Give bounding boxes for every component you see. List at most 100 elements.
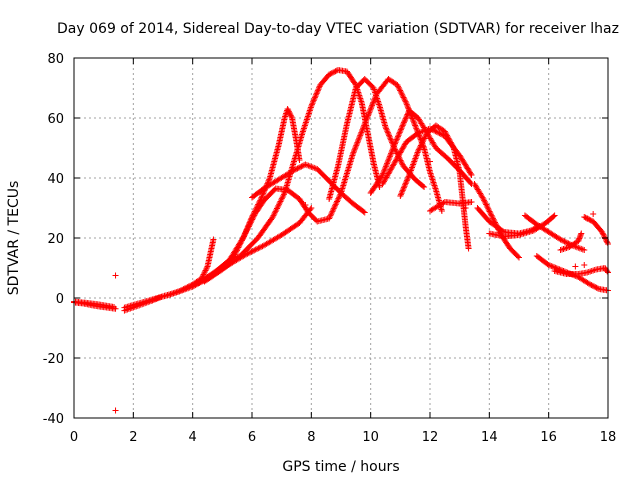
data-point <box>397 87 404 94</box>
data-point <box>329 69 336 76</box>
data-point <box>551 212 558 219</box>
data-point <box>401 183 408 190</box>
data-point <box>326 215 333 222</box>
data-point <box>182 286 189 293</box>
data-point <box>418 141 425 148</box>
data-point <box>399 122 406 129</box>
data-point <box>150 296 157 303</box>
data-point <box>296 157 303 163</box>
data-point <box>544 261 551 268</box>
data-point <box>311 164 318 171</box>
data-point <box>311 96 318 102</box>
data-point <box>397 193 404 199</box>
data-point <box>589 282 596 289</box>
data-point <box>269 214 276 220</box>
data-point <box>393 136 400 143</box>
data-point <box>316 84 323 91</box>
data-point <box>295 164 302 171</box>
data-point <box>310 98 317 105</box>
data-point <box>386 133 393 140</box>
data-point <box>271 209 278 216</box>
data-point <box>587 217 594 224</box>
data-point <box>328 209 335 216</box>
data-point <box>382 175 389 182</box>
data-point <box>272 208 279 215</box>
x-tick-label: 10 <box>362 430 379 445</box>
data-point <box>467 170 474 177</box>
y-tick-label: -20 <box>43 352 64 367</box>
axis-ticks: 0 2 4 6 8 10 12 14 16 18 -40 -20 0 20 40 60 80 <box>43 52 617 445</box>
data-point <box>280 191 287 198</box>
data-point <box>245 224 252 231</box>
data-point <box>428 126 435 133</box>
data-point <box>382 124 389 130</box>
data-point <box>394 82 401 88</box>
data-point <box>488 212 495 219</box>
data-point <box>355 136 362 143</box>
data-point <box>397 88 404 95</box>
data-point <box>573 244 580 251</box>
data-point <box>176 288 183 295</box>
data-point <box>245 223 252 230</box>
data-point <box>396 86 403 93</box>
data-point <box>415 148 422 154</box>
data-point <box>127 305 134 312</box>
data-point <box>333 199 340 206</box>
data-point <box>419 128 426 135</box>
data-point <box>409 115 416 122</box>
data-point <box>389 162 396 169</box>
data-point <box>380 179 387 186</box>
data-point <box>386 132 393 139</box>
data-point <box>411 119 418 126</box>
y-tick-label: 40 <box>47 172 64 187</box>
data-point <box>136 302 143 309</box>
data-point <box>384 129 391 136</box>
data-point <box>411 121 418 128</box>
data-point <box>382 163 389 170</box>
data-point <box>122 307 129 314</box>
data-point <box>303 162 310 169</box>
data-point <box>395 83 402 90</box>
data-point <box>400 184 407 191</box>
data-point <box>401 97 408 104</box>
data-point <box>418 128 425 135</box>
data-point <box>112 407 119 414</box>
data-point <box>398 148 405 155</box>
data-point <box>381 167 388 174</box>
data-point <box>128 304 135 311</box>
data-point <box>604 268 611 275</box>
data-point <box>403 114 410 121</box>
data-point <box>483 201 490 208</box>
x-axis-label: GPS time / hours <box>282 459 399 475</box>
data-point <box>358 129 365 136</box>
data-point <box>302 202 309 208</box>
data-point <box>329 208 336 215</box>
y-tick-label: 80 <box>47 52 64 67</box>
data-point <box>400 94 407 101</box>
data-point <box>252 246 259 253</box>
data-point <box>131 303 138 310</box>
data-point <box>400 186 407 192</box>
data-point <box>383 126 390 133</box>
data-point <box>419 139 426 146</box>
data-point <box>140 300 147 307</box>
data-point <box>158 293 165 300</box>
data-point <box>402 115 409 122</box>
data-point <box>274 204 281 211</box>
data-point <box>462 205 469 211</box>
data-point <box>489 214 496 220</box>
data-point <box>404 111 411 118</box>
data-point <box>547 262 554 269</box>
data-point <box>562 239 569 246</box>
data-point <box>398 125 405 132</box>
data-point <box>399 93 406 100</box>
data-point <box>134 302 141 309</box>
grid <box>74 58 608 418</box>
data-point <box>125 306 132 313</box>
data-point <box>130 304 137 311</box>
data-point <box>235 244 242 251</box>
data-point <box>412 122 419 129</box>
data-point <box>421 134 428 141</box>
data-point <box>402 180 409 187</box>
